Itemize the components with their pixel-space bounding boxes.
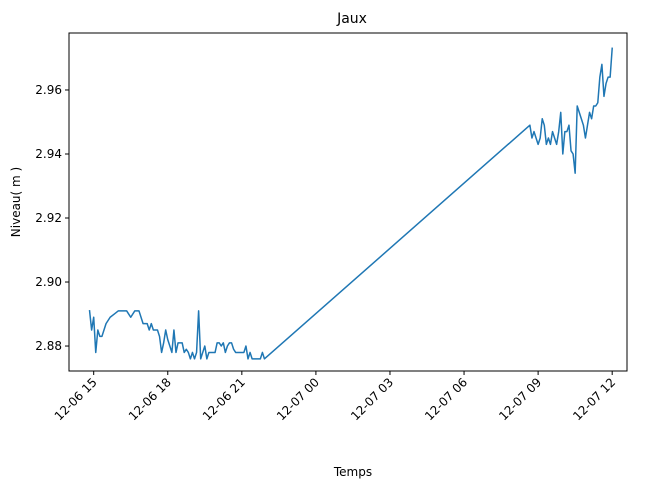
x-tick-label: 12-07 12	[570, 375, 618, 423]
y-tick-label: 2.90	[35, 275, 62, 289]
x-tick-label: 12-07 03	[348, 375, 396, 423]
y-tick-label: 2.92	[35, 211, 62, 225]
x-tick-label: 12-06 18	[126, 375, 174, 423]
data-series	[88, 47, 613, 360]
y-tick-label: 2.88	[35, 339, 62, 353]
y-axis-label: Niveau( m )	[9, 167, 23, 237]
x-tick-label: 12-06 15	[52, 375, 100, 423]
plot-area	[69, 33, 627, 371]
x-tick-label: 12-07 00	[274, 375, 322, 423]
chart-title: Jaux	[336, 11, 367, 27]
x-axis-label: Temps	[333, 465, 372, 479]
series-line	[88, 47, 613, 360]
x-tick-label: 12-07 09	[496, 375, 544, 423]
x-tick-label: 12-07 06	[422, 375, 470, 423]
x-axis: 12-06 15 12-06 18 12-06 21 12-07 00 12-07 03…	[52, 371, 618, 423]
x-tick-label: 12-06 21	[200, 375, 248, 423]
y-tick-label: 2.96	[35, 83, 62, 97]
y-tick-label: 2.94	[35, 147, 62, 161]
y-axis: 2.88 2.90 2.92 2.94 2.96	[35, 83, 69, 353]
plot-frame	[68, 32, 628, 372]
